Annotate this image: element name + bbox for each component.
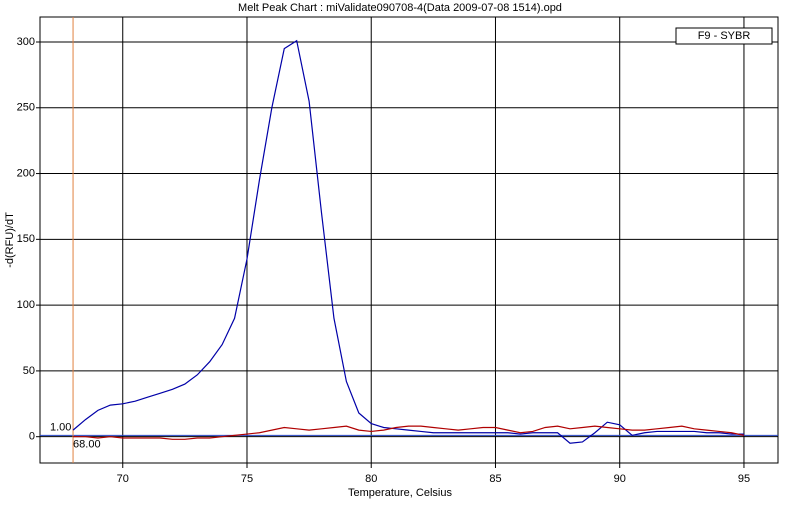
x-tick-label: 90 — [614, 473, 626, 485]
cursor-label: 68.00 — [73, 438, 101, 450]
y-axis-label: -d(RFU)/dT — [4, 212, 16, 268]
plot-frame — [39, 16, 779, 464]
y-tick-label: 250 — [17, 102, 35, 114]
legend-box — [675, 27, 773, 45]
y-tick-label: 300 — [17, 36, 35, 48]
x-tick-label: 95 — [738, 473, 750, 485]
chart-title: Melt Peak Chart : miValidate090708-4(Dat… — [238, 2, 562, 14]
y-tick-label: 50 — [23, 365, 35, 377]
x-tick-label: 85 — [489, 473, 501, 485]
x-tick-label: 70 — [117, 473, 129, 485]
y-tick-label: 0 — [29, 431, 35, 443]
x-tick-label: 75 — [241, 473, 253, 485]
y-tick-label: 200 — [17, 167, 35, 179]
legend-label: F9 - SYBR — [698, 30, 751, 42]
threshold-label: 1.00 — [50, 421, 71, 433]
x-axis-label: Temperature, Celsius — [348, 487, 452, 499]
y-tick-label: 100 — [17, 299, 35, 311]
series-line — [72, 39, 744, 444]
x-tick-label: 80 — [365, 473, 377, 485]
series-line — [73, 425, 745, 440]
y-tick-label: 150 — [17, 233, 35, 245]
